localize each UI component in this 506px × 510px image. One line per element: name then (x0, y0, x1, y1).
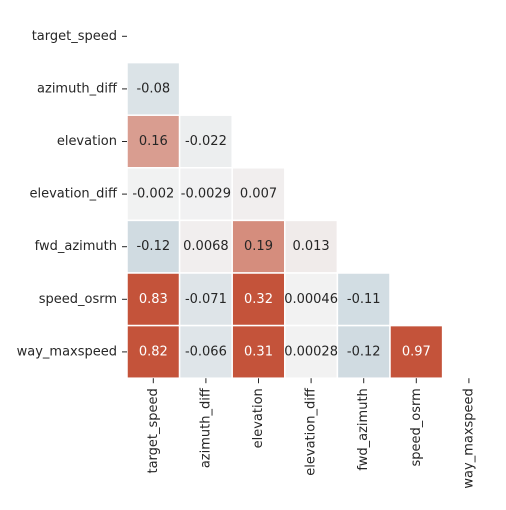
cell-value-label: 0.013 (292, 239, 329, 254)
y-tick-label: target_speed (32, 29, 117, 44)
cell-value-label: -0.08 (136, 81, 170, 96)
heatmap-cell (284, 219, 339, 274)
y-tick-label: speed_osrm (39, 292, 117, 307)
cell-value-label: 0.00028 (284, 344, 338, 359)
heatmap-cell (178, 324, 233, 379)
x-tick-label: elevation_diff (304, 387, 319, 476)
heatmap-cell (389, 324, 444, 379)
y-tick-label: way_maxspeed (17, 344, 117, 359)
cell-value-label: 0.007 (240, 187, 277, 202)
heatmap-cell (231, 167, 286, 222)
cell-labels-layer: -0.08 0.16 -0.022 -0.002 -0.0029 0.007 -0.12 0.… (132, 81, 430, 359)
cell-value-label: 0.83 (139, 292, 168, 307)
x-tick-label: speed_osrm (409, 388, 424, 466)
cell-value-label: -0.0029 (181, 187, 231, 202)
cell-value-label: 0.00046 (284, 292, 338, 307)
cell-value-label: -0.12 (347, 344, 381, 359)
cell-value-label: -0.11 (347, 292, 381, 307)
y-axis: target_speed azimuth_diff elevation elevati… (17, 29, 127, 359)
cell-value-label: 0.82 (139, 344, 168, 359)
y-tick-label: azimuth_diff (37, 81, 118, 96)
cell-value-label: 0.16 (139, 134, 168, 149)
heatmap-cell (284, 324, 339, 379)
cells-layer (126, 61, 444, 379)
heatmap-cell (126, 114, 181, 169)
x-tick-label: fwd_azimuth (356, 388, 371, 470)
x-tick-label: elevation (251, 388, 266, 448)
cell-value-label: -0.002 (132, 187, 174, 202)
heatmap-cell (231, 324, 286, 379)
y-tick-label: elevation (57, 134, 117, 149)
heatmap-cell (336, 324, 391, 379)
cell-value-label: 0.32 (244, 292, 273, 307)
heatmap-cell (178, 272, 233, 327)
x-tick-label: azimuth_diff (198, 387, 213, 468)
cell-value-label: 0.31 (244, 344, 273, 359)
cell-value-label: 0.19 (244, 239, 273, 254)
heatmap-cell (178, 219, 233, 274)
heatmap-cell (284, 272, 339, 327)
x-axis: target_speed azimuth_diff elevation elevati… (146, 378, 476, 489)
x-tick-label: way_maxspeed (461, 388, 476, 488)
cell-value-label: -0.12 (136, 239, 170, 254)
y-tick-label: elevation_diff (30, 187, 119, 202)
x-tick-label: target_speed (146, 388, 161, 473)
cell-value-label: -0.071 (185, 292, 227, 307)
cell-value-label: 0.97 (402, 344, 431, 359)
cell-value-label: -0.022 (185, 134, 227, 149)
cell-value-label: -0.066 (185, 344, 227, 359)
cell-value-label: 0.0068 (183, 239, 229, 254)
y-tick-label: fwd_azimuth (35, 239, 117, 254)
